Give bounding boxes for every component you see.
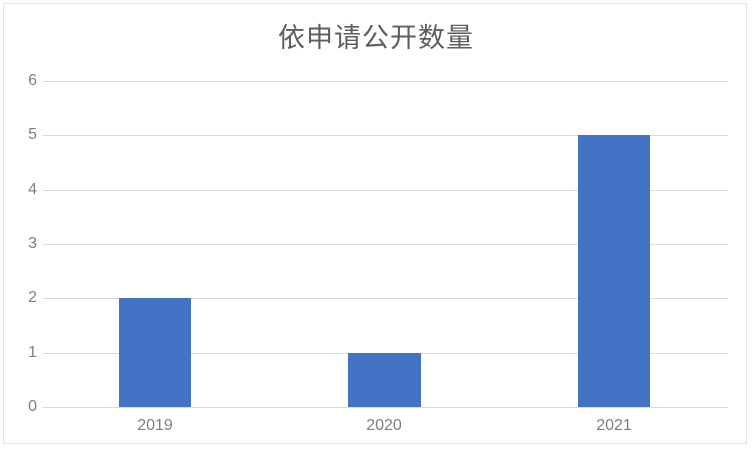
gridline-6 bbox=[43, 81, 728, 82]
gridline-2 bbox=[43, 298, 728, 299]
x-axis: 2019 2020 2021 bbox=[43, 416, 728, 440]
gridline-4 bbox=[43, 190, 728, 191]
y-axis: 6 5 4 3 2 1 0 bbox=[5, 73, 37, 415]
y-tick-label-5: 5 bbox=[28, 126, 37, 143]
y-tick-label-2: 2 bbox=[28, 289, 37, 306]
y-tick-label-3: 3 bbox=[28, 235, 37, 252]
y-tick-label-4: 4 bbox=[28, 181, 37, 198]
bar-2019[interactable] bbox=[119, 298, 191, 407]
bar-2020[interactable] bbox=[348, 352, 421, 407]
bar-2021[interactable] bbox=[578, 135, 650, 407]
x-tick-label-2019: 2019 bbox=[137, 417, 173, 434]
gridline-3 bbox=[43, 244, 728, 245]
x-tick-label-2020: 2020 bbox=[366, 417, 402, 434]
plot-area bbox=[43, 81, 728, 408]
y-tick-label-6: 6 bbox=[28, 72, 37, 89]
x-tick-label-2021: 2021 bbox=[596, 417, 632, 434]
y-tick-label-0: 0 bbox=[28, 398, 37, 415]
gridline-5 bbox=[43, 135, 728, 136]
chart-title: 依申请公开数量 bbox=[278, 23, 474, 53]
y-tick-label-1: 1 bbox=[28, 344, 37, 361]
gridline-0 bbox=[43, 407, 728, 408]
